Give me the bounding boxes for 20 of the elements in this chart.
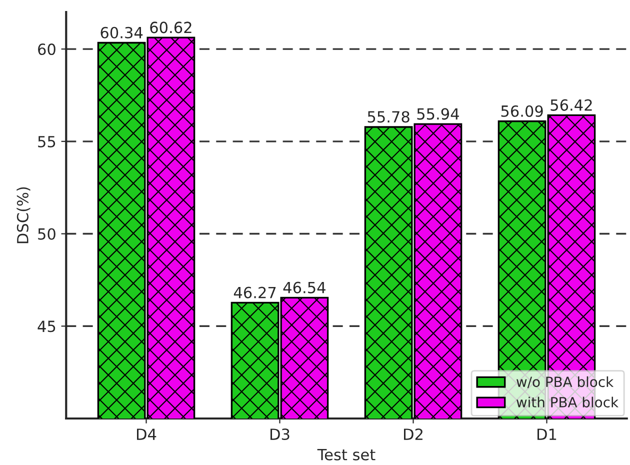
x-tick-label: D1: [538, 428, 556, 440]
x-tick-label: D4: [137, 428, 156, 440]
data-label: 56.42: [550, 99, 592, 111]
data-label: 55.94: [417, 108, 459, 120]
y-tick-label: 55: [38, 136, 56, 148]
y-tick-label: 50: [38, 228, 56, 240]
x-tick-label: D3: [270, 428, 290, 440]
data-label: 60.34: [100, 26, 143, 38]
x-axis-title: Test set: [317, 449, 376, 460]
data-label: 46.27: [234, 286, 276, 298]
legend-label: w/o PBA block: [516, 376, 614, 388]
data-label: 60.62: [150, 22, 192, 34]
y-tick-label: 60: [38, 44, 56, 56]
data-label: 55.78: [368, 111, 410, 123]
legend-label: with PBA block: [516, 396, 618, 408]
data-label: 56.09: [501, 105, 543, 117]
y-tick-label: 45: [38, 320, 56, 332]
data-label: 46.54: [283, 282, 326, 294]
y-axis-title: DSC(%): [16, 187, 30, 244]
x-tick-label: D2: [404, 428, 422, 440]
